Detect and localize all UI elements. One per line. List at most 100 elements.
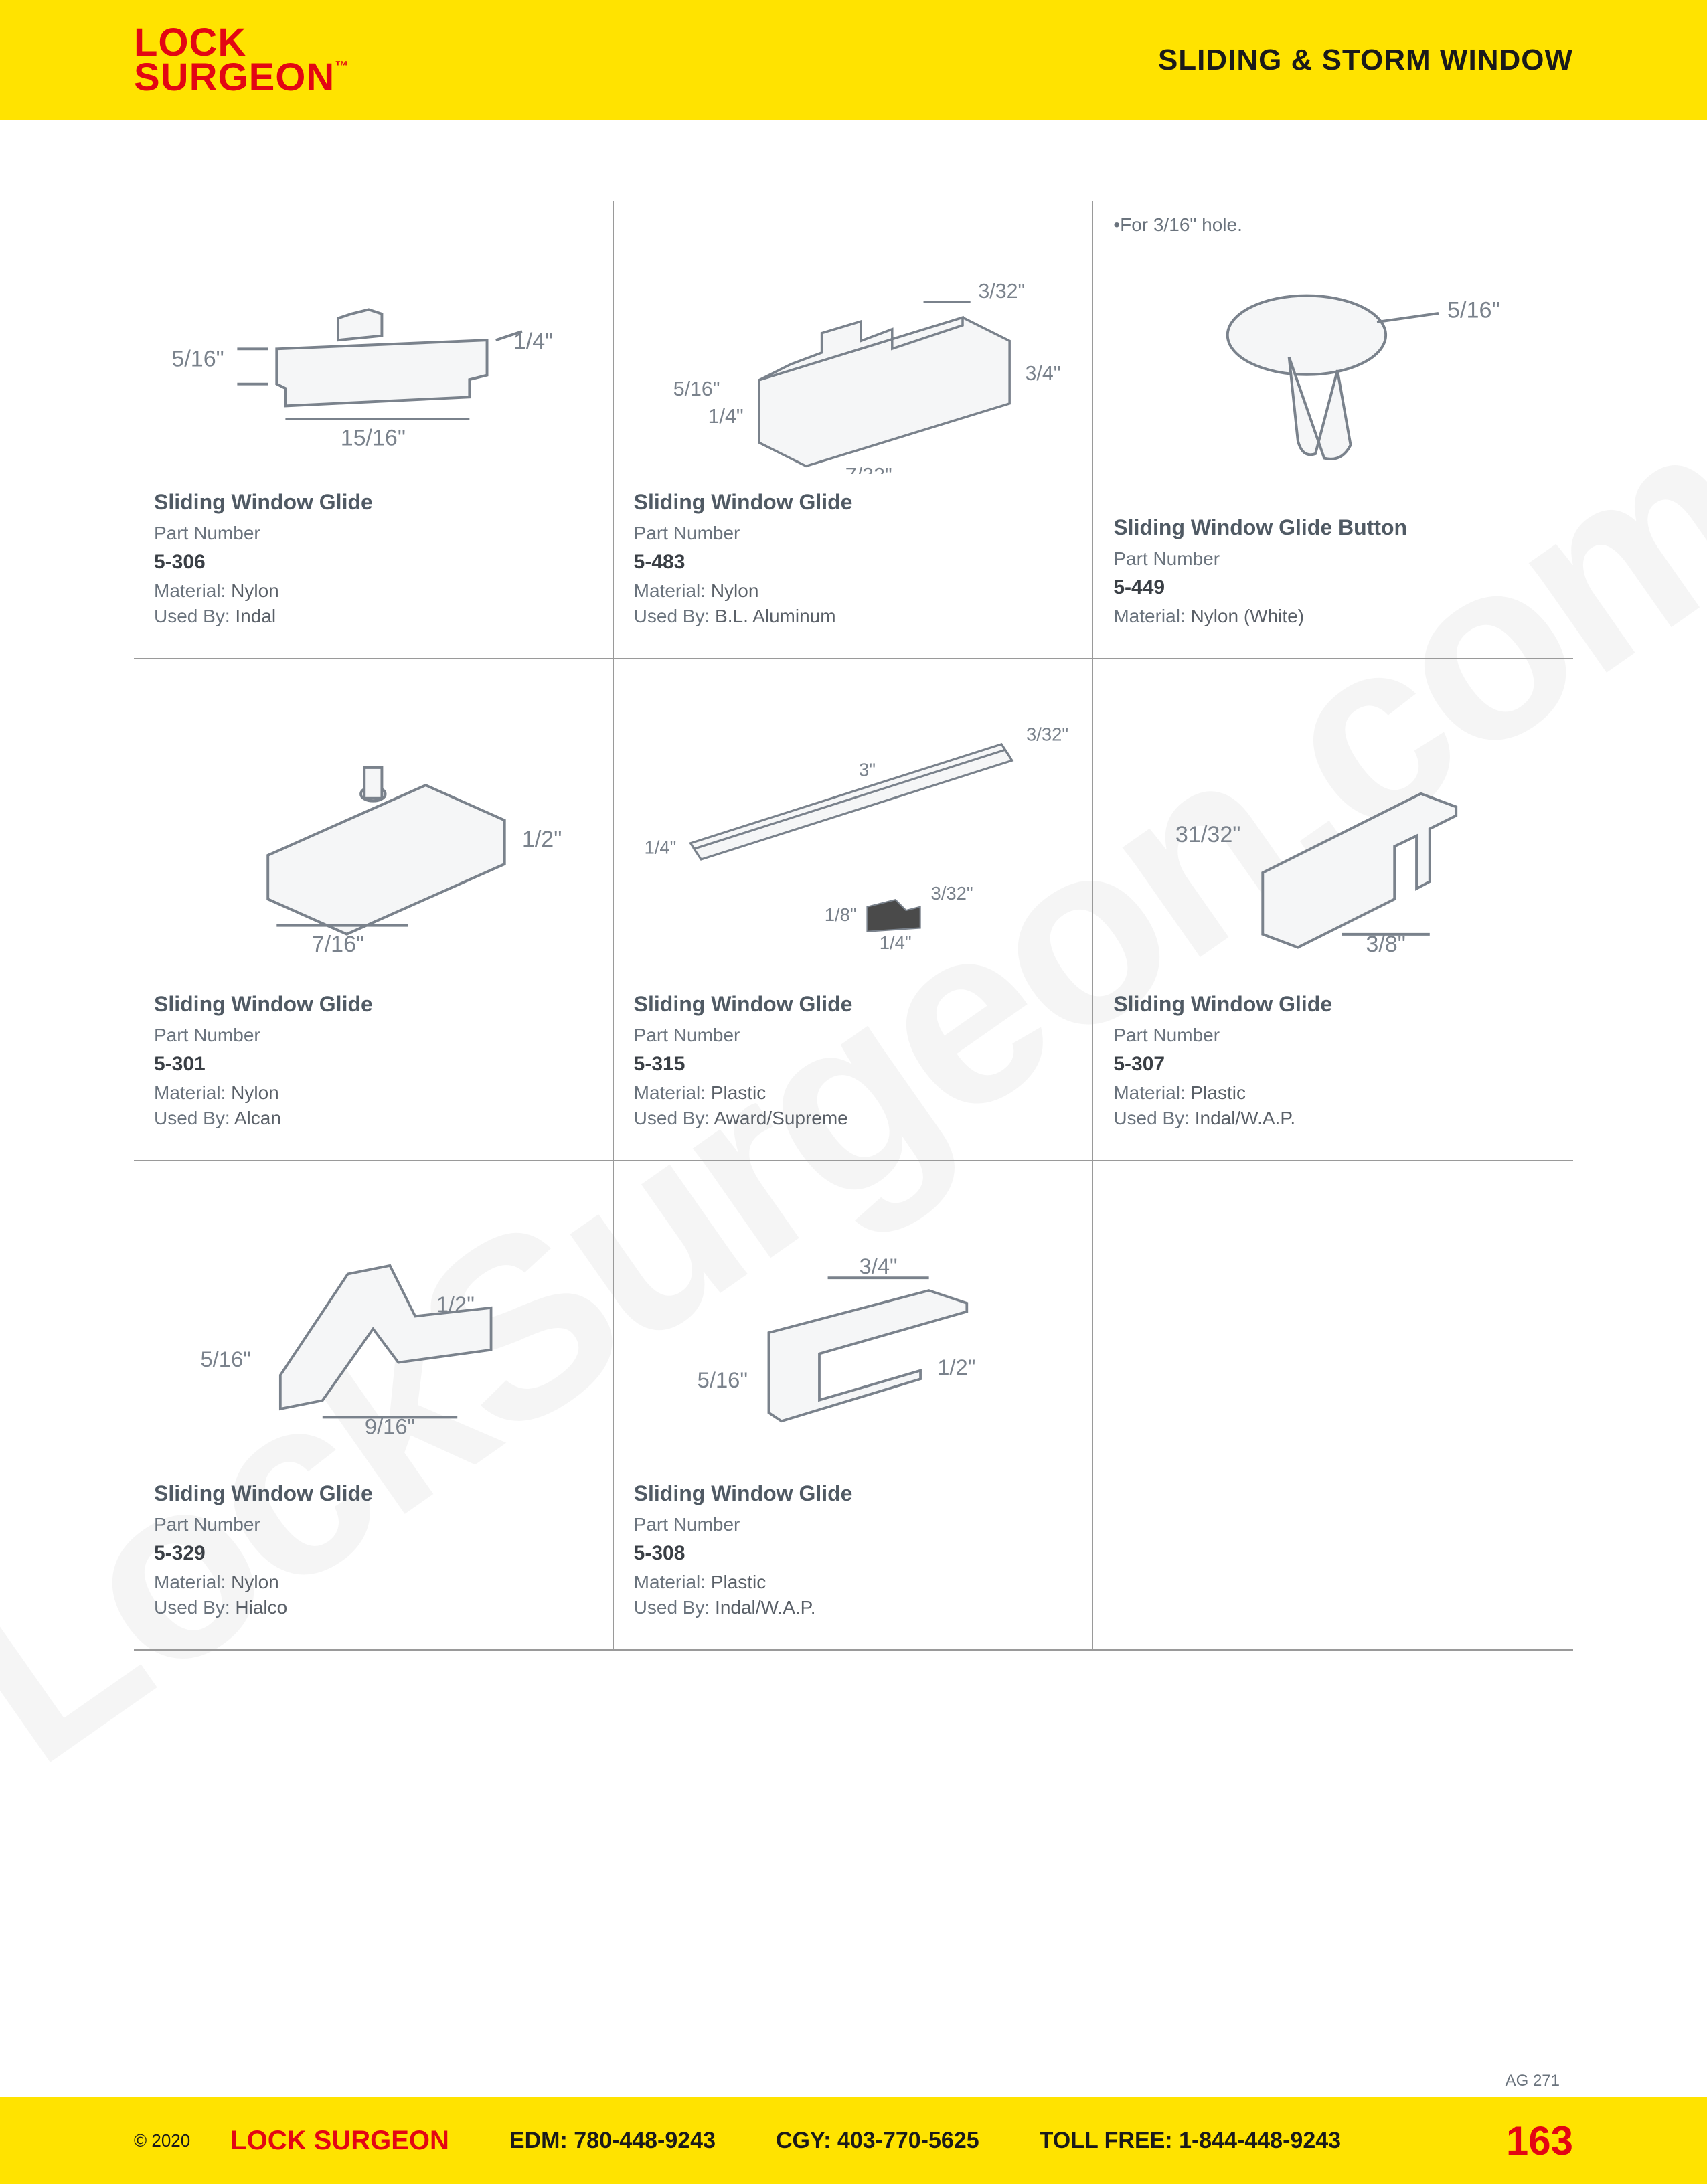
footer-brand: LOCK SURGEON [230, 2126, 449, 2156]
product-diagram: 5/16" 1/2" 9/16" [154, 1181, 592, 1468]
part-number-label: Part Number [1113, 548, 1553, 570]
svg-text:1/4": 1/4" [644, 837, 676, 857]
part-number-label: Part Number [1113, 1025, 1553, 1046]
svg-text:3/4": 3/4" [859, 1254, 897, 1278]
material-line: Material: Nylon [154, 580, 592, 602]
copyright: © 2020 [134, 2130, 190, 2151]
svg-text:15/16": 15/16" [341, 425, 406, 450]
usedby-line: Used By: Indal/W.A.P. [634, 1597, 1072, 1618]
product-title: Sliding Window Glide [634, 490, 1072, 515]
logo-line2: SURGEON™ [134, 60, 349, 95]
svg-text:3/4": 3/4" [1025, 362, 1060, 385]
product-title: Sliding Window Glide Button [1113, 515, 1553, 540]
part-number-label: Part Number [634, 523, 1072, 544]
svg-text:7/32": 7/32" [845, 464, 892, 474]
product-diagram: 31/32" 3/8" [1113, 679, 1553, 979]
part-number: 5-315 [634, 1053, 1072, 1076]
material-line: Material: Nylon [154, 1572, 592, 1593]
product-cell: 1/2" 7/16" Sliding Window Glide Part Num… [134, 659, 614, 1161]
product-info: Sliding Window Glide Button Part Number … [1113, 502, 1553, 631]
part-number: 5-449 [1113, 576, 1553, 599]
logo: LOCK SURGEON™ [134, 25, 349, 95]
product-info: Sliding Window Glide Part Number 5-329 M… [154, 1468, 592, 1622]
product-diagram: 5/16" [1113, 221, 1553, 502]
product-info: Sliding Window Glide Part Number 5-483 M… [634, 477, 1072, 631]
material-line: Material: Nylon [154, 1082, 592, 1104]
product-cell: 5/16" 1/2" 9/16" Sliding Window Glide Pa… [134, 1161, 614, 1649]
product-diagram: 5/16" 1/4" 15/16" [154, 221, 592, 477]
svg-text:31/32": 31/32" [1175, 822, 1241, 847]
part-number-label: Part Number [154, 523, 592, 544]
usedby-line: Used By: Indal/W.A.P. [1113, 1108, 1553, 1129]
svg-text:5/16": 5/16" [200, 1347, 250, 1371]
product-title: Sliding Window Glide [634, 1481, 1072, 1506]
part-number-label: Part Number [634, 1514, 1072, 1535]
part-number-label: Part Number [634, 1025, 1072, 1046]
part-number: 5-306 [154, 551, 592, 574]
product-grid: 5/16" 1/4" 15/16" Sliding Window Glide P… [134, 201, 1573, 1651]
page-title: SLIDING & STORM WINDOW [1158, 44, 1573, 77]
product-info: Sliding Window Glide Part Number 5-315 M… [634, 979, 1072, 1133]
svg-text:5/16": 5/16" [673, 377, 720, 400]
material-line: Material: Nylon (White) [1113, 606, 1553, 627]
header-bar: LOCK SURGEON™ SLIDING & STORM WINDOW [0, 0, 1707, 120]
product-info: Sliding Window Glide Part Number 5-306 M… [154, 477, 592, 631]
usedby-line: Used By: Award/Supreme [634, 1108, 1072, 1129]
svg-text:1/8": 1/8" [824, 904, 856, 925]
part-number-label: Part Number [154, 1514, 592, 1535]
product-cell: 31/32" 3/8" Sliding Window Glide Part Nu… [1093, 659, 1573, 1161]
page-number: 163 [1506, 2118, 1573, 2164]
product-title: Sliding Window Glide [634, 992, 1072, 1017]
material-line: Material: Plastic [1113, 1082, 1553, 1104]
footer-tollfree: TOLL FREE: 1-844-448-9243 [1040, 2128, 1341, 2154]
product-cell: 3/32" 3" 1/4" 3/32" 1/8" 1/4" Sliding Wi… [614, 659, 1094, 1161]
usedby-line: Used By: Hialco [154, 1597, 592, 1618]
svg-text:1/4": 1/4" [708, 405, 743, 428]
svg-text:3/32": 3/32" [978, 280, 1025, 303]
product-info: Sliding Window Glide Part Number 5-308 M… [634, 1468, 1072, 1622]
product-cell: 3/32" 5/16" 1/4" 3/4" 7/32" Sliding Wind… [614, 201, 1094, 659]
svg-text:5/16": 5/16" [1447, 297, 1500, 323]
product-cell-empty [1093, 1161, 1573, 1649]
material-line: Material: Plastic [634, 1572, 1072, 1593]
footer-bar: © 2020 LOCK SURGEON EDM: 780-448-9243 CG… [0, 2097, 1707, 2184]
part-number: 5-301 [154, 1053, 592, 1076]
content: 5/16" 1/4" 15/16" Sliding Window Glide P… [0, 120, 1707, 1651]
product-diagram: 1/2" 7/16" [154, 679, 592, 979]
svg-text:3/32": 3/32" [1026, 724, 1068, 745]
part-number: 5-307 [1113, 1053, 1553, 1076]
product-title: Sliding Window Glide [154, 490, 592, 515]
product-diagram: 3/4" 5/16" 1/2" [634, 1181, 1072, 1468]
product-info: Sliding Window Glide Part Number 5-301 M… [154, 979, 592, 1133]
product-title: Sliding Window Glide [1113, 992, 1553, 1017]
product-note: •For 3/16" hole. [1113, 214, 1242, 236]
svg-text:1/2": 1/2" [436, 1292, 475, 1317]
product-cell: 3/4" 5/16" 1/2" Sliding Window Glide Par… [614, 1161, 1094, 1649]
svg-text:3": 3" [859, 759, 876, 780]
product-cell: •For 3/16" hole. 5/16" Sliding Window Gl… [1093, 201, 1573, 659]
product-title: Sliding Window Glide [154, 1481, 592, 1506]
part-number: 5-483 [634, 551, 1072, 574]
ag-code: AG 271 [1506, 2072, 1560, 2090]
product-diagram: 3/32" 5/16" 1/4" 3/4" 7/32" [634, 221, 1072, 477]
svg-text:7/16": 7/16" [312, 932, 364, 957]
footer-edm: EDM: 780-448-9243 [509, 2128, 716, 2154]
part-number-label: Part Number [154, 1025, 592, 1046]
usedby-line: Used By: B.L. Aluminum [634, 606, 1072, 627]
svg-text:5/16": 5/16" [697, 1367, 747, 1392]
product-info: Sliding Window Glide Part Number 5-307 M… [1113, 979, 1553, 1133]
svg-text:1/2": 1/2" [937, 1355, 975, 1379]
usedby-line: Used By: Indal [154, 606, 592, 627]
footer-cgy: CGY: 403-770-5625 [776, 2128, 979, 2154]
product-diagram: 3/32" 3" 1/4" 3/32" 1/8" 1/4" [634, 679, 1072, 979]
svg-text:5/16": 5/16" [171, 346, 224, 371]
svg-text:1/2": 1/2" [522, 827, 562, 852]
product-title: Sliding Window Glide [154, 992, 592, 1017]
part-number: 5-329 [154, 1542, 592, 1565]
material-line: Material: Plastic [634, 1082, 1072, 1104]
product-cell: 5/16" 1/4" 15/16" Sliding Window Glide P… [134, 201, 614, 659]
material-line: Material: Nylon [634, 580, 1072, 602]
usedby-line: Used By: Alcan [154, 1108, 592, 1129]
svg-text:1/4": 1/4" [879, 932, 911, 953]
part-number: 5-308 [634, 1542, 1072, 1565]
